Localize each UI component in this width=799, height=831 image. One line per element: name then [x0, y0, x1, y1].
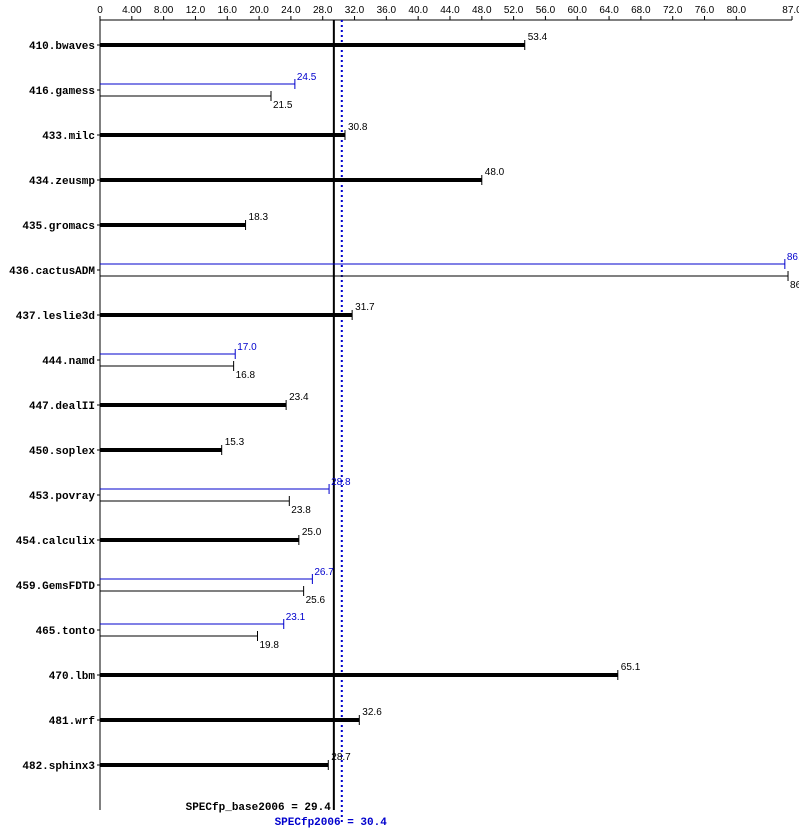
x-tick-label: 76.0: [695, 5, 715, 16]
base-value-label: 48.0: [485, 167, 505, 178]
benchmark-label: 444.namd: [42, 356, 95, 368]
x-tick-label: 12.0: [186, 5, 206, 16]
x-tick-label: 8.00: [154, 5, 174, 16]
base-value-label: 21.5: [273, 100, 293, 111]
benchmark-label: 453.povray: [29, 491, 95, 503]
benchmark-label: 465.tonto: [36, 626, 96, 638]
summary-peak-label: SPECfp2006 = 30.4: [275, 817, 388, 829]
benchmark-label: 416.gamess: [29, 86, 95, 98]
base-value-label: 31.7: [355, 302, 375, 313]
benchmark-label: 435.gromacs: [22, 221, 95, 233]
x-tick-label: 72.0: [663, 5, 683, 16]
base-value-label: 25.6: [306, 595, 326, 606]
benchmark-label: 447.dealII: [29, 401, 95, 413]
base-value-label: 25.0: [302, 527, 322, 538]
benchmark-label: 450.soplex: [29, 446, 95, 458]
x-tick-label: 60.0: [568, 5, 588, 16]
base-value-label: 15.3: [225, 437, 245, 448]
benchmark-label: 434.zeusmp: [29, 176, 95, 188]
benchmark-label: 481.wrf: [49, 716, 96, 728]
base-value-label: 23.8: [291, 505, 311, 516]
peak-value-label: 23.1: [286, 612, 306, 623]
spec-benchmark-chart: 0 4.00 8.00 12.0 16.0 20.0 24.0 28.0 32.0 36.0 40.…: [0, 0, 799, 831]
x-tick-label: 32.0: [345, 5, 365, 16]
base-value-label: 19.8: [259, 640, 279, 651]
base-value-label: 53.4: [528, 32, 548, 43]
base-value-label: 16.8: [236, 370, 256, 381]
x-tick-label: 64.0: [599, 5, 619, 16]
benchmark-label: 482.sphinx3: [22, 761, 95, 773]
base-value-label: 23.4: [289, 392, 309, 403]
base-value-label: 32.6: [362, 707, 382, 718]
x-tick-label: 48.0: [472, 5, 492, 16]
x-tick-label: 36.0: [377, 5, 397, 16]
base-value-label: 18.3: [249, 212, 269, 223]
benchmark-label: 433.milc: [42, 131, 95, 143]
benchmark-label: 437.leslie3d: [16, 311, 95, 323]
peak-value-label: 28.8: [331, 477, 351, 488]
base-value-label: 30.8: [348, 122, 368, 133]
benchmark-label: 436.cactusADM: [9, 266, 95, 278]
peak-value-label: 17.0: [237, 342, 257, 353]
x-tick-label: 68.0: [631, 5, 651, 16]
benchmark-label: 470.lbm: [49, 671, 96, 683]
benchmark-label: 454.calculix: [16, 536, 96, 548]
x-tick-label: 44.0: [440, 5, 460, 16]
benchmark-label: 410.bwaves: [29, 41, 95, 53]
x-tick-label: 28.0: [313, 5, 333, 16]
x-tick-label: 16.0: [218, 5, 238, 16]
x-tick-label: 24.0: [281, 5, 301, 16]
x-tick-label: 52.0: [504, 5, 524, 16]
x-tick-label: 40.0: [408, 5, 428, 16]
benchmark-label: 459.GemsFDTD: [16, 581, 96, 593]
x-tick-label: 20.0: [249, 5, 269, 16]
peak-value-label: 86.1: [787, 252, 799, 263]
summary-base-label: SPECfp_base2006 = 29.4: [186, 802, 332, 814]
base-value-label: 86.5: [790, 280, 799, 291]
x-tick-label: 56.0: [536, 5, 556, 16]
base-value-label: 65.1: [621, 662, 641, 673]
base-value-label: 28.7: [331, 752, 351, 763]
peak-value-label: 26.7: [314, 567, 334, 578]
x-tick-label: 0: [97, 5, 103, 16]
x-tick-label: 87.0: [782, 5, 799, 16]
x-tick-label: 80.0: [727, 5, 747, 16]
peak-value-label: 24.5: [297, 72, 317, 83]
x-tick-label: 4.00: [122, 5, 142, 16]
